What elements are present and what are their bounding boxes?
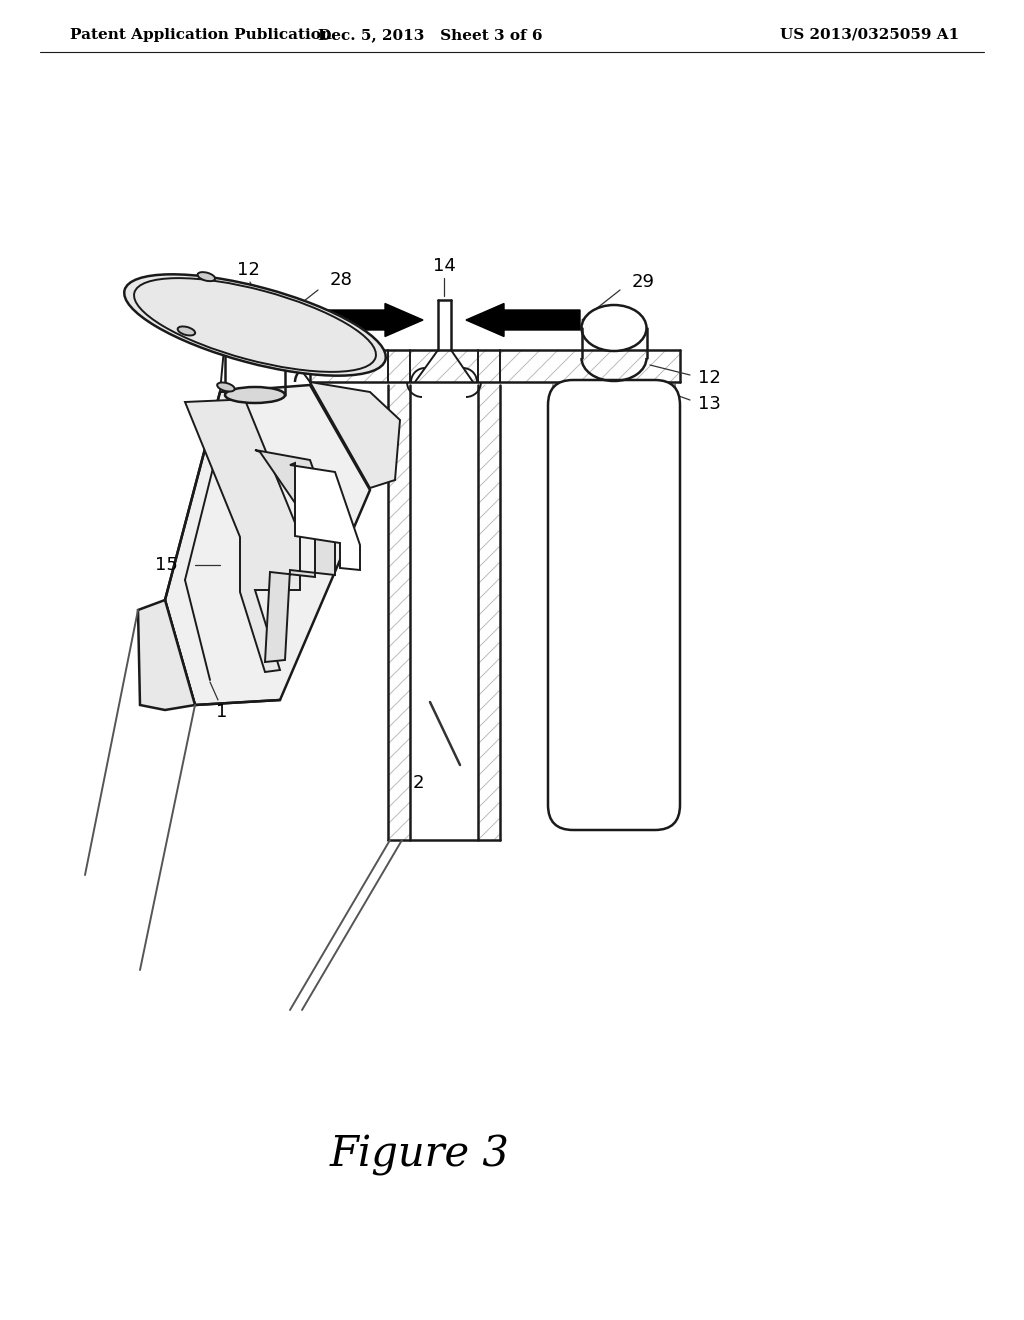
Ellipse shape [582, 305, 646, 351]
Ellipse shape [217, 383, 234, 392]
Text: US 2013/0325059 A1: US 2013/0325059 A1 [780, 28, 959, 42]
FancyBboxPatch shape [548, 380, 680, 830]
Text: 2: 2 [413, 774, 424, 792]
Ellipse shape [177, 326, 196, 335]
Polygon shape [165, 385, 370, 705]
Text: 1: 1 [216, 704, 227, 721]
Text: 12: 12 [698, 370, 721, 387]
Text: Patent Application Publication: Patent Application Publication [70, 28, 332, 42]
FancyArrow shape [295, 304, 423, 337]
Polygon shape [255, 450, 335, 663]
Ellipse shape [225, 387, 285, 403]
Text: 13: 13 [698, 395, 721, 413]
Text: 15: 15 [155, 556, 178, 574]
Polygon shape [310, 381, 400, 488]
Polygon shape [138, 601, 195, 710]
Text: Figure 3: Figure 3 [330, 1134, 510, 1176]
Ellipse shape [198, 272, 215, 281]
Text: 12: 12 [237, 261, 259, 279]
Text: Dec. 5, 2013   Sheet 3 of 6: Dec. 5, 2013 Sheet 3 of 6 [317, 28, 543, 42]
Text: 29: 29 [632, 273, 655, 290]
Text: 28: 28 [330, 271, 353, 289]
Text: 14: 14 [432, 257, 456, 275]
FancyArrow shape [466, 304, 580, 337]
Ellipse shape [124, 275, 386, 376]
Polygon shape [185, 400, 300, 672]
Polygon shape [290, 463, 360, 570]
